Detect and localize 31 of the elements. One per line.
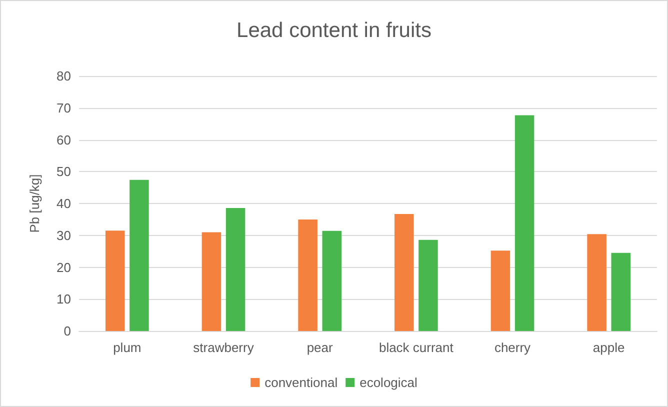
y-tick-label: 20	[56, 260, 71, 275]
legend-label: conventional	[264, 375, 338, 390]
y-tick-label: 0	[64, 324, 71, 338]
x-tick-label: black currant	[378, 340, 454, 355]
y-tick-label: 60	[56, 132, 71, 148]
x-tick-label: strawberry	[193, 340, 254, 355]
y-tick-label: 10	[56, 292, 71, 307]
y-tick-label: 40	[56, 196, 71, 211]
bar	[394, 214, 414, 331]
bar	[202, 232, 222, 331]
bar	[490, 250, 510, 331]
y-tick-label: 30	[56, 228, 71, 243]
legend-label: ecological	[360, 375, 418, 390]
y-tick-label: 80	[56, 68, 71, 84]
bar	[105, 230, 125, 331]
bar	[322, 230, 342, 331]
bar	[226, 208, 246, 331]
y-axis-title: Pb [ug/kg]	[27, 174, 42, 233]
x-tick-label: plum	[113, 340, 142, 355]
chart-title: Lead content in fruits	[236, 19, 432, 42]
bar	[587, 234, 606, 331]
y-tick-label: 70	[56, 100, 71, 116]
x-tick-label: apple	[592, 340, 625, 355]
x-tick-label: pear	[306, 340, 334, 355]
y-tick-label: 50	[56, 164, 71, 180]
bar	[298, 219, 318, 331]
bar	[611, 252, 631, 331]
bar	[514, 115, 534, 331]
bar	[130, 180, 149, 331]
bar	[418, 240, 438, 331]
x-tick-label: cherry	[494, 340, 532, 355]
